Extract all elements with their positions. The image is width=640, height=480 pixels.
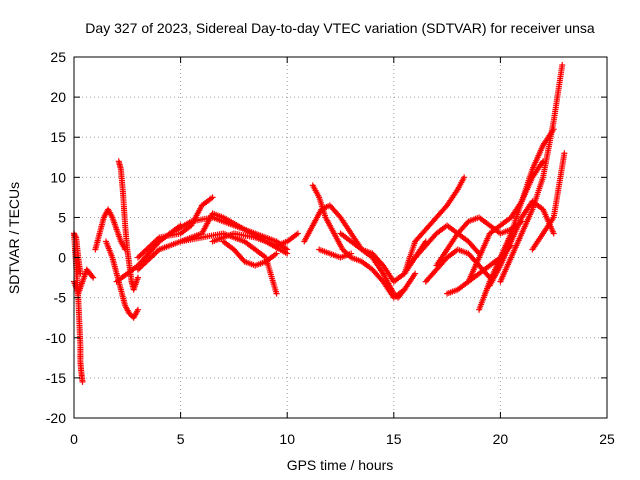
- grid-lines: [74, 57, 607, 418]
- series-arc-26: [497, 62, 566, 285]
- data-point: [348, 250, 355, 257]
- data-point: [72, 233, 79, 240]
- series-arc-04: [92, 206, 129, 253]
- x-tick-labels: 0 5 10 15 20 25: [70, 431, 615, 447]
- data-point: [90, 274, 97, 281]
- series-arc-27: [529, 150, 568, 253]
- y-tick-label: 25: [50, 49, 66, 65]
- chart-title: Day 327 of 2023, Sidereal Day-to-day VTE…: [85, 20, 595, 36]
- y-axis-label: SDTVAR / TECUs: [6, 182, 22, 294]
- data-point: [550, 230, 557, 237]
- y-tick-label: 20: [50, 89, 66, 105]
- data-point: [461, 174, 468, 181]
- x-tick-label: 0: [70, 431, 78, 447]
- series-arc-06: [115, 158, 141, 293]
- y-tick-label: -15: [46, 370, 66, 386]
- data-point: [134, 306, 141, 313]
- series-arc-16: [316, 246, 355, 261]
- y-tick-label: 0: [58, 250, 66, 266]
- y-tick-label: -10: [46, 330, 66, 346]
- data-point: [134, 274, 141, 281]
- data-point: [273, 250, 280, 257]
- data-point: [284, 250, 291, 257]
- series-arc-13: [220, 238, 280, 269]
- x-tick-label: 15: [386, 431, 402, 447]
- series-arc-03: [71, 230, 84, 277]
- data-point: [79, 378, 86, 385]
- series-arc-09: [134, 230, 280, 297]
- x-tick-label: 20: [493, 431, 509, 447]
- data-point: [559, 62, 566, 69]
- y-tick-label: 5: [58, 209, 66, 225]
- data-point: [412, 270, 419, 277]
- series-arc-12: [209, 230, 301, 249]
- y-tick-label: 10: [50, 169, 66, 185]
- data-point: [273, 290, 280, 297]
- x-tick-label: 25: [599, 431, 615, 447]
- series-arc-25: [486, 198, 557, 289]
- axis-ticks: [73, 56, 608, 419]
- x-axis-label: GPS time / hours: [287, 457, 394, 473]
- y-tick-label: 15: [50, 129, 66, 145]
- data-point: [89, 273, 96, 280]
- data-markers: [71, 62, 568, 385]
- x-tick-label: 10: [279, 431, 295, 447]
- data-point: [294, 230, 301, 237]
- series-arc-18: [401, 174, 468, 277]
- series-arc-02: [71, 266, 97, 297]
- y-tick-labels: -20 -15 -10 -5 0 5 10 15 20 25: [46, 49, 66, 426]
- data-point: [77, 270, 84, 277]
- data-point: [209, 194, 216, 201]
- series-arc-15: [309, 182, 419, 301]
- data-point: [561, 150, 568, 157]
- x-tick-label: 5: [177, 431, 185, 447]
- y-tick-label: -5: [54, 290, 67, 306]
- plot-frame: [73, 56, 608, 419]
- y-tick-label: -20: [46, 410, 66, 426]
